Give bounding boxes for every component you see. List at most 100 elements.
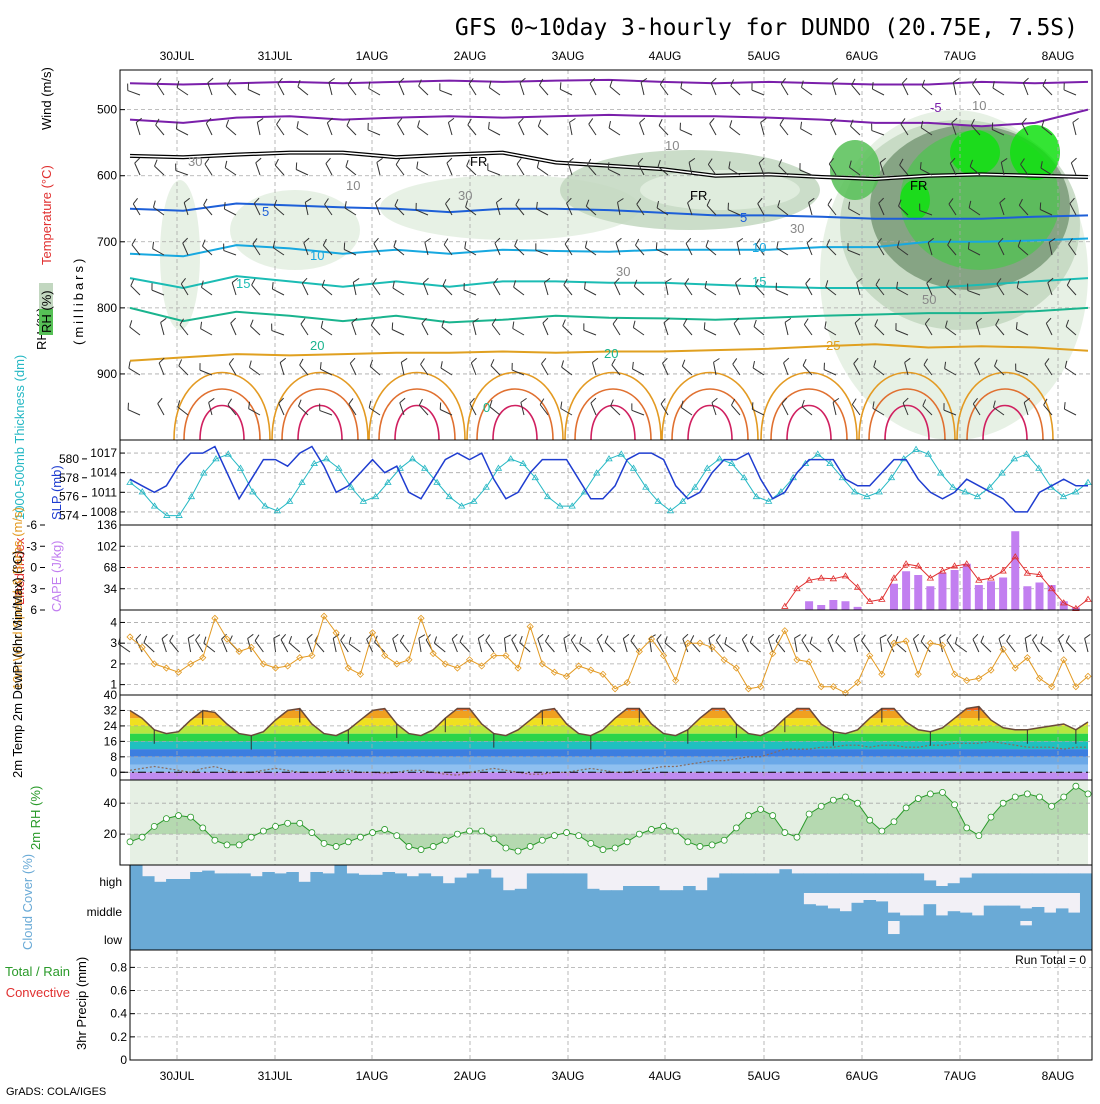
wind-barb	[543, 323, 548, 335]
wind-barb-feather	[377, 158, 383, 162]
wind-barb	[442, 327, 452, 335]
wind-barb-feather	[570, 119, 576, 123]
wind-barb	[1064, 409, 1076, 415]
wind-barb-feather	[418, 120, 420, 127]
wind-barb	[801, 87, 812, 95]
temperature-label: Temperature (°C)	[39, 165, 54, 265]
cloud-cell	[827, 921, 840, 950]
wind-barb	[158, 404, 164, 415]
wind-barb-feather	[712, 398, 717, 402]
tick-label: 2	[110, 657, 117, 671]
date-label-bottom: 6AUG	[846, 1069, 879, 1083]
rh2m-marker	[309, 830, 315, 836]
date-label-bottom: 2AUG	[454, 1069, 487, 1083]
wind-barb-feather	[179, 359, 182, 365]
cloud-cell	[563, 921, 576, 950]
wind-barb-feather	[320, 362, 321, 369]
cape-bar	[914, 575, 922, 610]
cloud-cell	[611, 893, 624, 921]
wind-barb	[489, 129, 500, 135]
temp-band	[130, 741, 1088, 749]
wind-barb	[374, 244, 380, 255]
wind10m-barb-feather	[973, 634, 978, 639]
cloud-cell	[274, 921, 287, 950]
wind-barb	[852, 85, 860, 95]
wind-barb	[280, 363, 284, 375]
wind-barb	[347, 126, 356, 135]
cloud-cell	[142, 921, 155, 950]
wind-barb-feather	[780, 119, 784, 125]
cloud-cell	[900, 915, 913, 921]
wind-barb	[327, 123, 332, 135]
wind-barb	[298, 406, 308, 415]
wind-barb	[298, 87, 308, 95]
wind10m-barb	[564, 638, 567, 652]
wind10m-barb	[504, 638, 505, 652]
cloud-cell	[1020, 908, 1033, 921]
cloud-cell	[659, 890, 672, 893]
wind-barb-feather	[704, 322, 705, 329]
cloud-cell	[719, 893, 732, 921]
wind-barb	[612, 365, 620, 375]
wind10m-barb	[631, 641, 639, 652]
cloud-cell	[322, 873, 335, 893]
cloud-cell	[900, 873, 913, 893]
cloud-cell	[755, 893, 768, 921]
wind-barb	[473, 322, 476, 335]
credit: GrADS: COLA/IGES	[6, 1086, 106, 1098]
wind10m-barb	[742, 639, 748, 652]
wind10m-barb-feather	[571, 635, 575, 641]
wind10m-barb-feather	[196, 634, 200, 640]
wind-barb	[613, 324, 620, 335]
wind-barb	[488, 170, 500, 175]
rh-region	[230, 190, 360, 270]
wind-barb-feather	[633, 362, 634, 369]
cloud-cell	[250, 893, 263, 921]
wind-barb	[471, 363, 476, 375]
date-label-top: 1AUG	[356, 49, 389, 63]
tick-label: 4	[110, 615, 117, 629]
wind-barb	[538, 126, 548, 135]
cloud-cell	[936, 886, 949, 893]
wind10m-barb-feather	[255, 635, 259, 641]
cape-bar	[987, 581, 995, 610]
cloud-cell	[623, 921, 636, 950]
cloud-cell	[358, 875, 371, 893]
cloud-cell	[635, 893, 648, 921]
surface-contour	[787, 406, 831, 441]
cloud-cell	[274, 873, 287, 893]
cloud-cell	[984, 906, 997, 921]
rh2m-marker	[867, 817, 873, 823]
wind10m-barb	[1032, 640, 1039, 652]
wind-barb-feather	[521, 398, 527, 402]
wind-barb-feather	[398, 118, 402, 123]
rh2m-marker	[442, 837, 448, 843]
cloud-cell	[358, 893, 371, 921]
tick-label: 20	[104, 827, 118, 841]
date-label-top: 2AUG	[454, 49, 487, 63]
thickness-marker	[1024, 451, 1030, 456]
contour-label: 30	[790, 221, 804, 236]
rh2m-marker	[1024, 791, 1030, 797]
wind10m-barb	[188, 638, 190, 652]
cloud-cell	[1008, 906, 1021, 921]
wind-barb	[659, 125, 668, 135]
date-label-top: 8AUG	[1042, 49, 1075, 63]
cloud-cell	[346, 873, 359, 893]
cloud-cell	[611, 921, 624, 950]
wind-barb	[634, 286, 644, 295]
wind-barb	[346, 167, 356, 175]
wind-barb	[154, 166, 164, 175]
cape-bar	[890, 584, 898, 610]
cloud-cell	[503, 893, 516, 921]
cloud-cell	[671, 921, 684, 950]
cape-bar	[963, 564, 971, 610]
cloud-cell	[202, 921, 215, 950]
cloud-cell	[852, 921, 865, 950]
rh2m-marker	[612, 845, 618, 851]
cloud-cell	[407, 921, 420, 950]
cloud-cell	[972, 921, 985, 950]
cloud-cell	[623, 886, 636, 893]
rh2m-marker	[176, 813, 182, 819]
